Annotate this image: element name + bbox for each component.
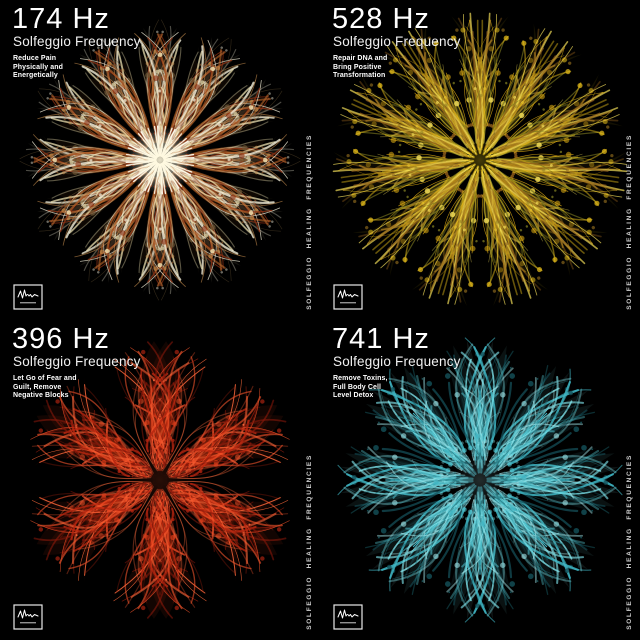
subtitle: Solfeggio Frequency: [333, 354, 461, 369]
series-vertical-label: SOLFEGGIO HEALING FREQUENCIES: [306, 454, 313, 630]
benefit-line: Full Body Cell: [333, 383, 382, 391]
benefit-line: Energetically: [13, 72, 58, 79]
benefit-line: Bring Positive: [333, 63, 382, 71]
brand-logo: [13, 284, 43, 311]
brand-logo: [333, 284, 363, 311]
benefit-line: Guilt, Remove: [13, 383, 62, 391]
waveform-signature-icon: [333, 284, 363, 310]
benefit-line: Level Detox: [333, 392, 374, 399]
subtitle: Solfeggio Frequency: [13, 354, 141, 369]
brand-logo: [333, 604, 363, 631]
benefit-description: Reduce Pain Physically and Energetically: [13, 55, 63, 81]
brand-logo: [13, 604, 43, 631]
subtitle: Solfeggio Frequency: [13, 34, 141, 49]
series-vertical-label: SOLFEGGIO HEALING FREQUENCIES: [306, 134, 313, 310]
mandala-art-528hz: [320, 0, 640, 320]
frequency-title: 528 Hz: [332, 3, 430, 35]
cover-396hz: 396 Hz Solfeggio Frequency Let Go of Fea…: [0, 320, 320, 640]
benefit-line: Repair DNA and: [333, 55, 388, 62]
waveform-signature-icon: [13, 284, 43, 310]
frequency-title: 396 Hz: [12, 323, 110, 355]
cover-741hz: 741 Hz Solfeggio Frequency Remove Toxins…: [320, 320, 640, 640]
subtitle: Solfeggio Frequency: [333, 34, 461, 49]
series-vertical-label: SOLFEGGIO HEALING FREQUENCIES: [626, 134, 633, 310]
frequency-title: 741 Hz: [332, 323, 430, 355]
benefit-line: Negative Blocks: [13, 392, 69, 399]
benefit-description: Repair DNA and Bring Positive Transforma…: [333, 55, 387, 81]
benefit-line: Let Go of Fear and: [13, 375, 77, 382]
benefit-line: Reduce Pain: [13, 55, 57, 62]
mandala-art-741hz: [320, 320, 640, 640]
cover-528hz: 528 Hz Solfeggio Frequency Repair DNA an…: [320, 0, 640, 320]
series-vertical-label: SOLFEGGIO HEALING FREQUENCIES: [626, 454, 633, 630]
frequency-title: 174 Hz: [12, 3, 110, 35]
mandala-art-396hz: [0, 320, 320, 640]
cover-174hz: 174 Hz Solfeggio Frequency Reduce Pain P…: [0, 0, 320, 320]
benefit-description: Let Go of Fear and Guilt, Remove Negativ…: [13, 375, 77, 401]
benefit-line: Physically and: [13, 63, 64, 71]
benefit-line: Remove Toxins,: [333, 375, 388, 382]
benefit-line: Transformation: [333, 72, 386, 79]
waveform-signature-icon: [13, 604, 43, 630]
waveform-signature-icon: [333, 604, 363, 630]
benefit-description: Remove Toxins, Full Body Cell Level Deto…: [333, 375, 388, 401]
mandala-art-174hz: [0, 0, 320, 320]
